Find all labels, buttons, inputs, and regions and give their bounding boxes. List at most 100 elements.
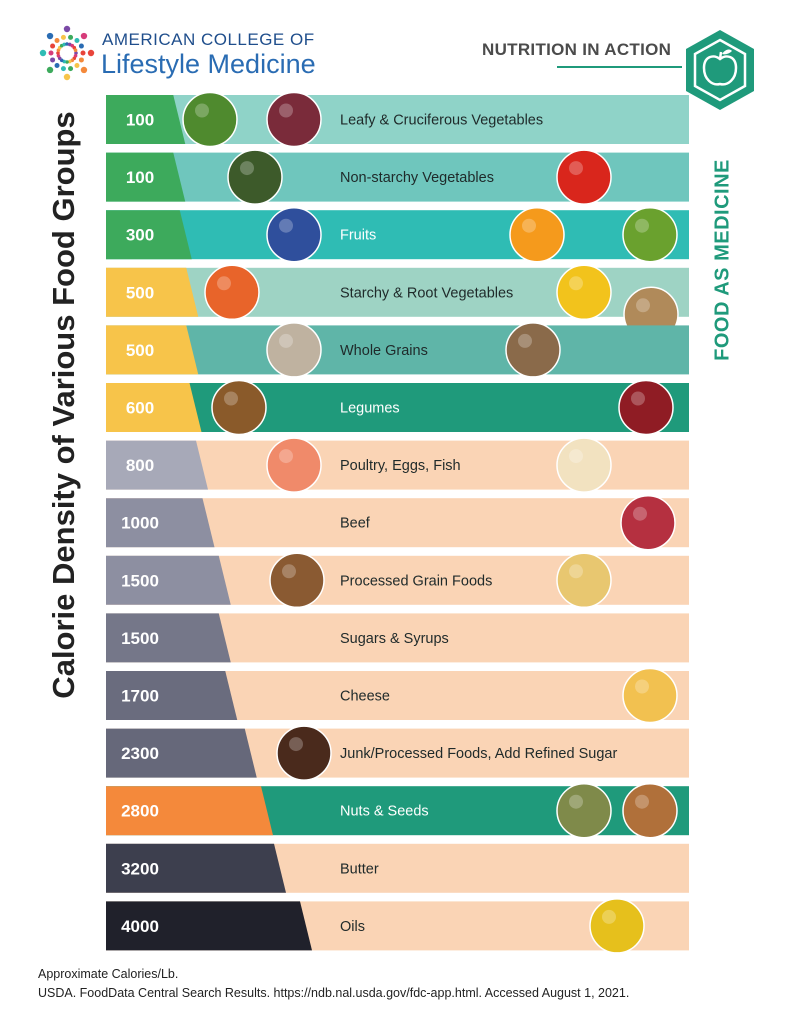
egg-breakfast-photo-icon: [556, 437, 612, 493]
logo-dot: [39, 49, 47, 57]
value-bar: [106, 498, 215, 548]
category-label: Whole Grains: [340, 343, 428, 359]
logo-dot: [87, 49, 95, 57]
category-label: Sugars & Syrups: [340, 631, 449, 647]
value-label: 300: [126, 226, 154, 245]
value-label: 1700: [121, 687, 159, 706]
logo-dot: [62, 42, 67, 47]
value-label: 1500: [121, 571, 159, 590]
value-bar: [106, 555, 231, 605]
logo-dot: [65, 42, 69, 46]
value-bar: [106, 325, 199, 375]
value-bar: [106, 95, 186, 144]
value-label: 100: [126, 168, 154, 187]
value-label: 2800: [121, 802, 159, 821]
logo-dot: [74, 63, 80, 69]
steak-photo-icon: [620, 494, 676, 551]
cereal-photo-icon: [269, 552, 325, 609]
band-row: [106, 325, 689, 375]
photo-highlight: [635, 679, 649, 694]
category-label: Starchy & Root Vegetables: [340, 285, 513, 301]
corn-photo-icon: [556, 264, 612, 321]
logo-dot: [73, 48, 78, 53]
pasta-photo-icon: [556, 552, 612, 609]
photo-highlight: [633, 506, 647, 521]
category-label: Leafy & Cruciferous Vegetables: [340, 113, 543, 129]
olive-oil-photo-icon: [589, 898, 645, 954]
photo-highlight: [279, 218, 293, 233]
value-bar: [106, 671, 238, 720]
value-bar: [106, 786, 273, 836]
value-bar: [106, 210, 192, 260]
photo-highlight: [602, 909, 616, 924]
logo-dot: [60, 34, 66, 40]
kiwi-photo-icon: [622, 206, 678, 263]
logo-dot: [65, 60, 69, 64]
kidney-beans-photo-icon: [618, 379, 674, 436]
logo-dot: [80, 66, 88, 74]
logo-dot: [80, 50, 86, 56]
photo-highlight: [289, 737, 303, 752]
photo-highlight: [631, 391, 645, 406]
quinoa-photo-icon: [505, 322, 561, 378]
photo-highlight: [635, 794, 649, 809]
photo-highlight: [569, 276, 583, 291]
logo-dot: [68, 34, 74, 40]
zucchini-photo-icon: [227, 149, 283, 205]
logo-dot: [74, 51, 78, 55]
salad-photo-icon: [266, 91, 322, 148]
value-bar: [106, 152, 186, 202]
orange-slice-photo-icon: [509, 206, 565, 263]
photo-highlight: [224, 391, 238, 406]
nutrition-in-action-tag: NUTRITION IN ACTION: [482, 40, 672, 59]
value-label: 800: [126, 456, 154, 475]
value-label: 3200: [121, 859, 159, 878]
value-label: 500: [126, 341, 154, 360]
logo-dot: [63, 73, 71, 81]
logo-dot: [54, 37, 60, 43]
logo-dot: [67, 59, 72, 64]
carrots-photo-icon: [204, 264, 260, 321]
category-label: Processed Grain Foods: [340, 573, 492, 589]
cola-photo-icon: [276, 725, 332, 781]
broccoli-photo-icon: [182, 91, 238, 148]
lentils-photo-icon: [211, 379, 267, 436]
logo-dot: [46, 66, 54, 74]
photo-highlight: [518, 333, 532, 348]
category-label: Fruits: [340, 228, 376, 244]
photo-highlight: [522, 218, 536, 233]
value-label: 4000: [121, 917, 159, 936]
logo-dot: [80, 32, 88, 40]
value-bar: [106, 843, 286, 893]
value-bar: [106, 267, 199, 317]
photo-highlight: [569, 449, 583, 464]
logo-dot-wreath-icon: [39, 25, 95, 81]
logo-dot: [74, 37, 80, 43]
category-label: Butter: [340, 861, 379, 877]
logo-line1: AMERICAN COLLEGE OF: [102, 30, 315, 49]
photo-highlight: [279, 103, 293, 118]
photo-highlight: [279, 449, 293, 464]
category-label: Junk/Processed Foods, Add Refined Sugar: [340, 746, 617, 762]
photo-highlight: [282, 564, 296, 579]
value-bar: [106, 440, 208, 490]
tag-underline: [557, 66, 682, 68]
logo-line2: Lifestyle Medicine: [101, 49, 316, 79]
salmon-photo-icon: [266, 437, 322, 493]
category-label: Oils: [340, 919, 365, 935]
category-label: Poultry, Eggs, Fish: [340, 458, 461, 474]
category-label: Cheese: [340, 689, 390, 705]
value-label: 100: [126, 111, 154, 130]
logo-dot: [54, 63, 60, 69]
footer-source: USDA. FoodData Central Search Results. h…: [38, 986, 630, 1000]
value-label: 600: [126, 399, 154, 418]
photo-highlight: [569, 564, 583, 579]
swiss-cheese-photo-icon: [622, 667, 678, 724]
category-label: Non-starchy Vegetables: [340, 170, 494, 186]
logo-dot: [78, 43, 84, 49]
logo-dot: [50, 57, 56, 63]
logo-dot: [63, 25, 71, 33]
category-label: Nuts & Seeds: [340, 804, 429, 820]
value-bar: [106, 901, 312, 951]
